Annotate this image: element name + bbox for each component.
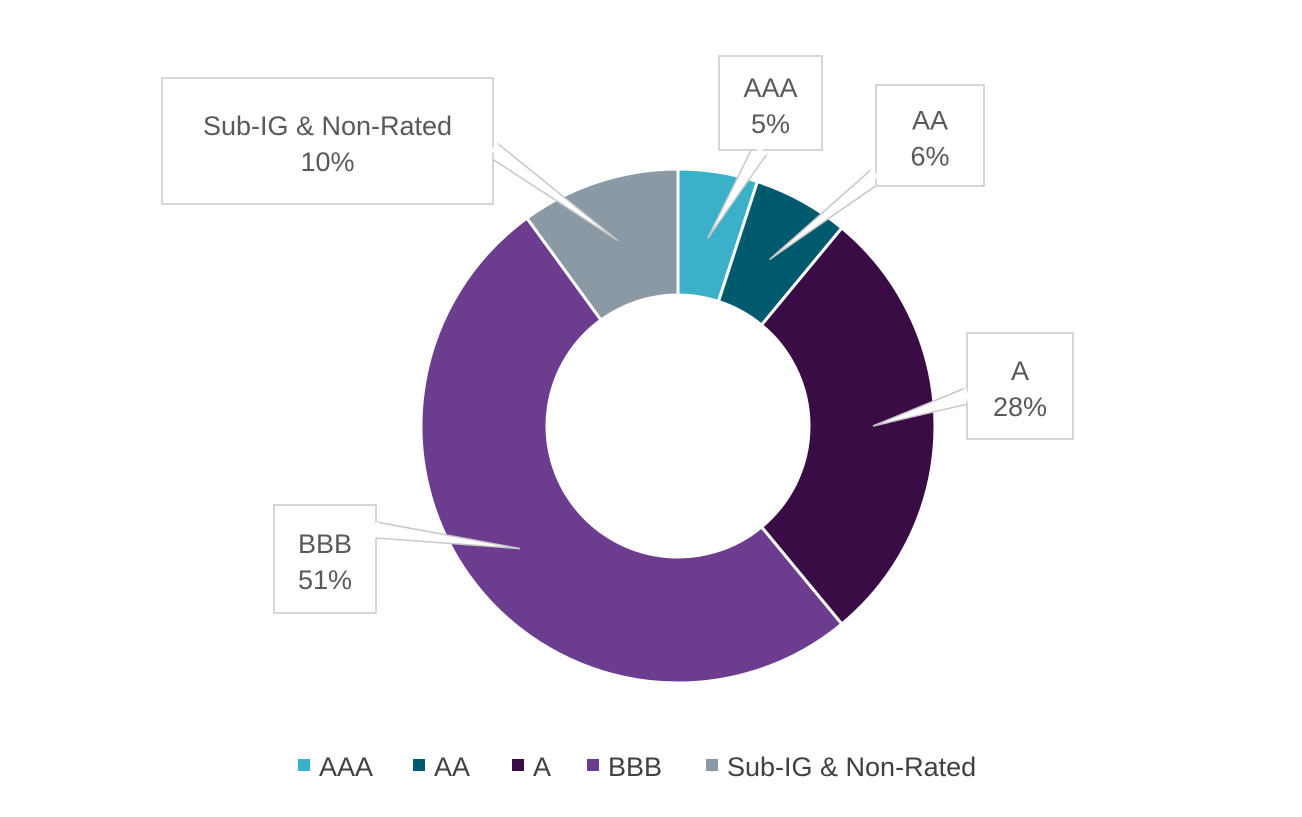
data-label-category-a: A bbox=[1011, 356, 1029, 386]
data-label-category-aa: AA bbox=[912, 106, 948, 136]
callout-seam-sub-ig-non-rated bbox=[487, 142, 499, 158]
legend-swatch-aa bbox=[413, 759, 425, 771]
slice-bbb bbox=[419, 215, 844, 685]
legend-swatch-a bbox=[512, 759, 524, 771]
callout-seam-a bbox=[963, 387, 971, 405]
data-label-value-bbb: 51% bbox=[298, 565, 352, 595]
data-label-value-aa: 6% bbox=[910, 142, 949, 172]
callout-box-sub-ig-non-rated bbox=[161, 77, 494, 205]
slice-a bbox=[759, 225, 937, 627]
data-label-category-sub-ig-non-rated: Sub-IG & Non-Rated bbox=[203, 111, 452, 141]
callout-box-aaa bbox=[718, 55, 823, 151]
legend-swatch-bbb bbox=[587, 759, 599, 771]
data-label-value-a: 28% bbox=[993, 392, 1047, 422]
data-label-value-sub-ig-non-rated: 10% bbox=[300, 147, 354, 177]
callout-box-bbb bbox=[273, 504, 377, 614]
data-label-callouts: AAA 5% AA 6% A 28% BBB 51% Sub-IG & Non-Rated 10% bbox=[161, 55, 1074, 614]
legend-label-a: A bbox=[533, 752, 551, 782]
legend-swatch-sub-ig-non-rated bbox=[706, 759, 718, 771]
data-label-category-bbb: BBB bbox=[298, 529, 352, 559]
callout-box-aa bbox=[875, 84, 985, 187]
callout-seam-bbb bbox=[373, 521, 379, 539]
legend-label-aa: AA bbox=[434, 752, 470, 782]
legend-label-sub-ig-non-rated: Sub-IG & Non-Rated bbox=[727, 752, 976, 782]
callout-box-a bbox=[966, 332, 1074, 440]
chart-legend: AAA AA A BBB Sub-IG & Non-Rated bbox=[298, 752, 976, 782]
callout-seam-aa bbox=[869, 168, 883, 184]
callout-seam-aaa bbox=[752, 144, 768, 156]
data-label-value-aaa: 5% bbox=[751, 109, 790, 139]
data-label-category-aaa: AAA bbox=[743, 73, 797, 103]
legend-swatch-aaa bbox=[298, 759, 310, 771]
legend-label-bbb: BBB bbox=[608, 752, 662, 782]
legend-label-aaa: AAA bbox=[319, 752, 373, 782]
donut-slices bbox=[419, 167, 937, 685]
